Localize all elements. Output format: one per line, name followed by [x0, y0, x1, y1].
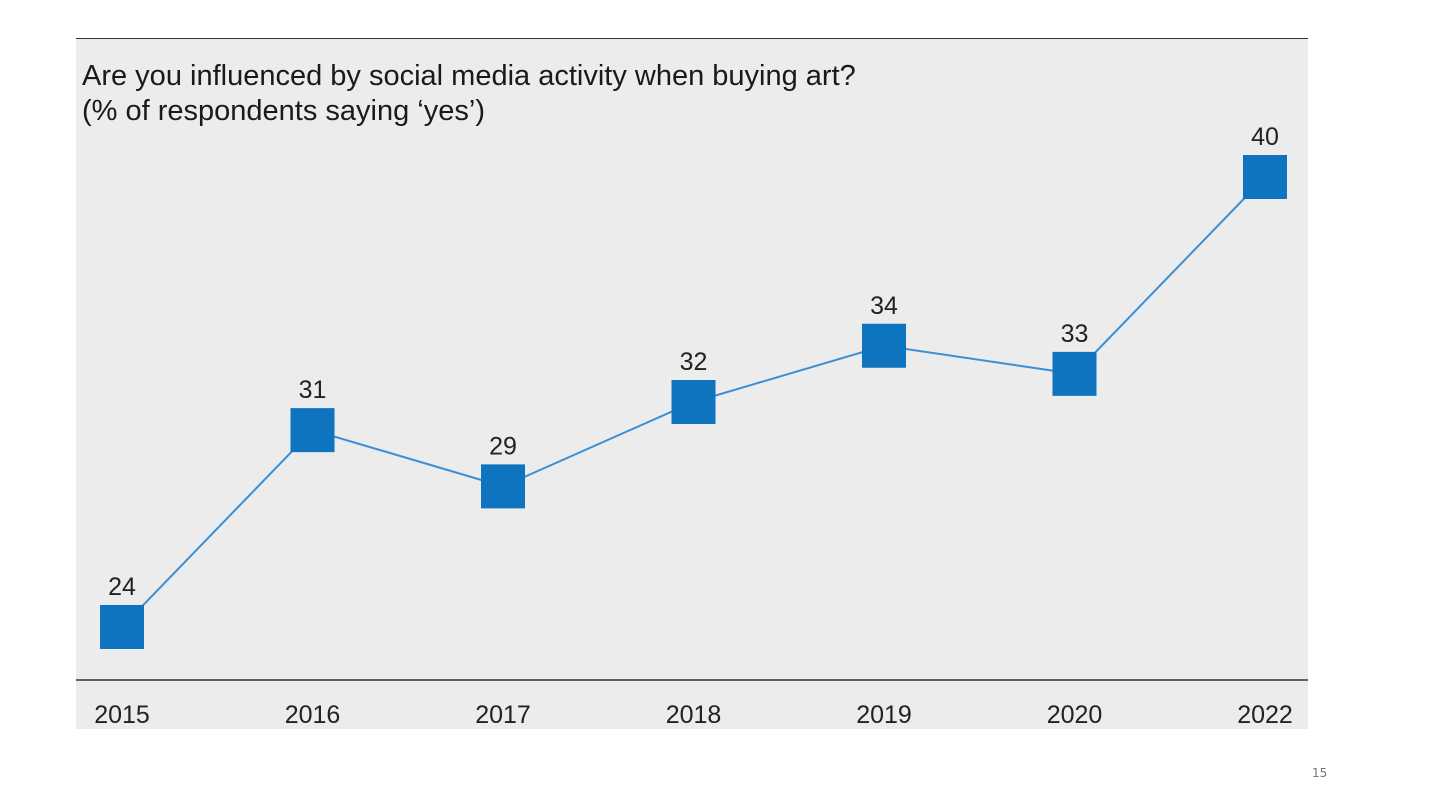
data-point-marker — [100, 605, 144, 649]
page-number: 15 — [1312, 766, 1328, 780]
data-label: 32 — [680, 348, 708, 376]
data-point-marker — [671, 380, 716, 424]
chart-title-line: Are you influenced by social media activ… — [82, 60, 856, 92]
x-tick-label: 2016 — [285, 701, 341, 729]
data-point-marker — [481, 464, 525, 509]
data-point-marker — [1052, 351, 1097, 396]
x-tick-label: 2015 — [94, 701, 150, 729]
x-tick-label: 2017 — [475, 701, 531, 729]
data-label: 31 — [299, 376, 327, 404]
chart-subtitle: (% of respondents saying ‘yes’) — [82, 95, 485, 127]
data-label: 33 — [1061, 320, 1089, 348]
x-tick-label: 2020 — [1047, 701, 1103, 729]
chart-title: Are you influenced by social media activ… — [82, 59, 856, 129]
x-tick-label: 2018 — [666, 701, 722, 729]
chart-panel: Are you influenced by social media activ… — [76, 38, 1308, 729]
line-chart: 24 2015 31 2016 29 2017 32 2018 34 2019 33 2020 40 20… — [76, 123, 1308, 729]
x-tick-label: 2019 — [856, 701, 912, 729]
data-label: 34 — [870, 292, 898, 320]
data-point-marker — [1243, 155, 1287, 199]
data-label: 29 — [489, 432, 517, 460]
data-point-marker — [862, 323, 906, 368]
data-label: 40 — [1251, 123, 1279, 151]
data-label: 24 — [108, 573, 136, 601]
data-point-marker — [290, 408, 335, 453]
x-tick-label: 2022 — [1237, 701, 1293, 729]
